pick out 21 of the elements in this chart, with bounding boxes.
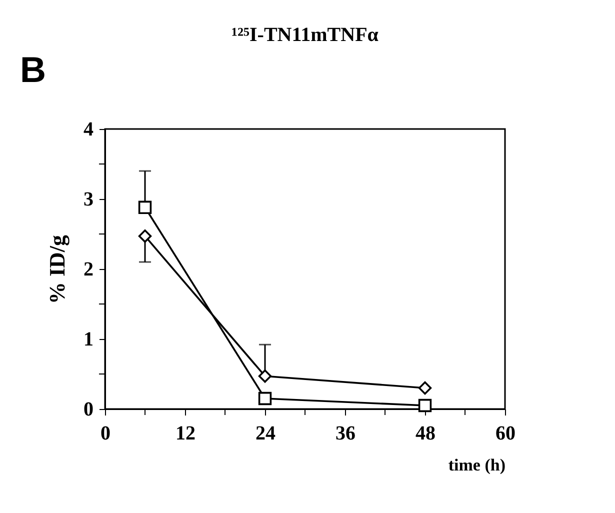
point xyxy=(138,230,152,243)
point xyxy=(418,398,432,412)
point xyxy=(418,381,432,395)
point xyxy=(258,370,272,383)
y-tick-label: 3 xyxy=(84,188,94,210)
x-tick-label: 12 xyxy=(176,422,196,444)
y-tick-label: 1 xyxy=(84,328,94,350)
text: B xyxy=(20,49,46,90)
x-tick-label: 0 xyxy=(100,422,110,444)
x-tick-label: 24 xyxy=(256,422,276,444)
x-axis-title: time (h) xyxy=(448,456,506,474)
x-tick-label: 48 xyxy=(416,422,436,444)
point xyxy=(258,392,272,406)
x-tick-label: 36 xyxy=(336,422,356,444)
x-tick-label: 60 xyxy=(496,422,516,444)
y-tick-label: 4 xyxy=(84,118,94,140)
point xyxy=(138,200,152,214)
y-tick-label: 2 xyxy=(84,258,94,280)
y-axis-title: % ID/g xyxy=(44,234,70,304)
y-tick-label: 0 xyxy=(84,398,94,420)
chart-title: ¹²⁵I-TN11mTNFα xyxy=(232,24,378,46)
